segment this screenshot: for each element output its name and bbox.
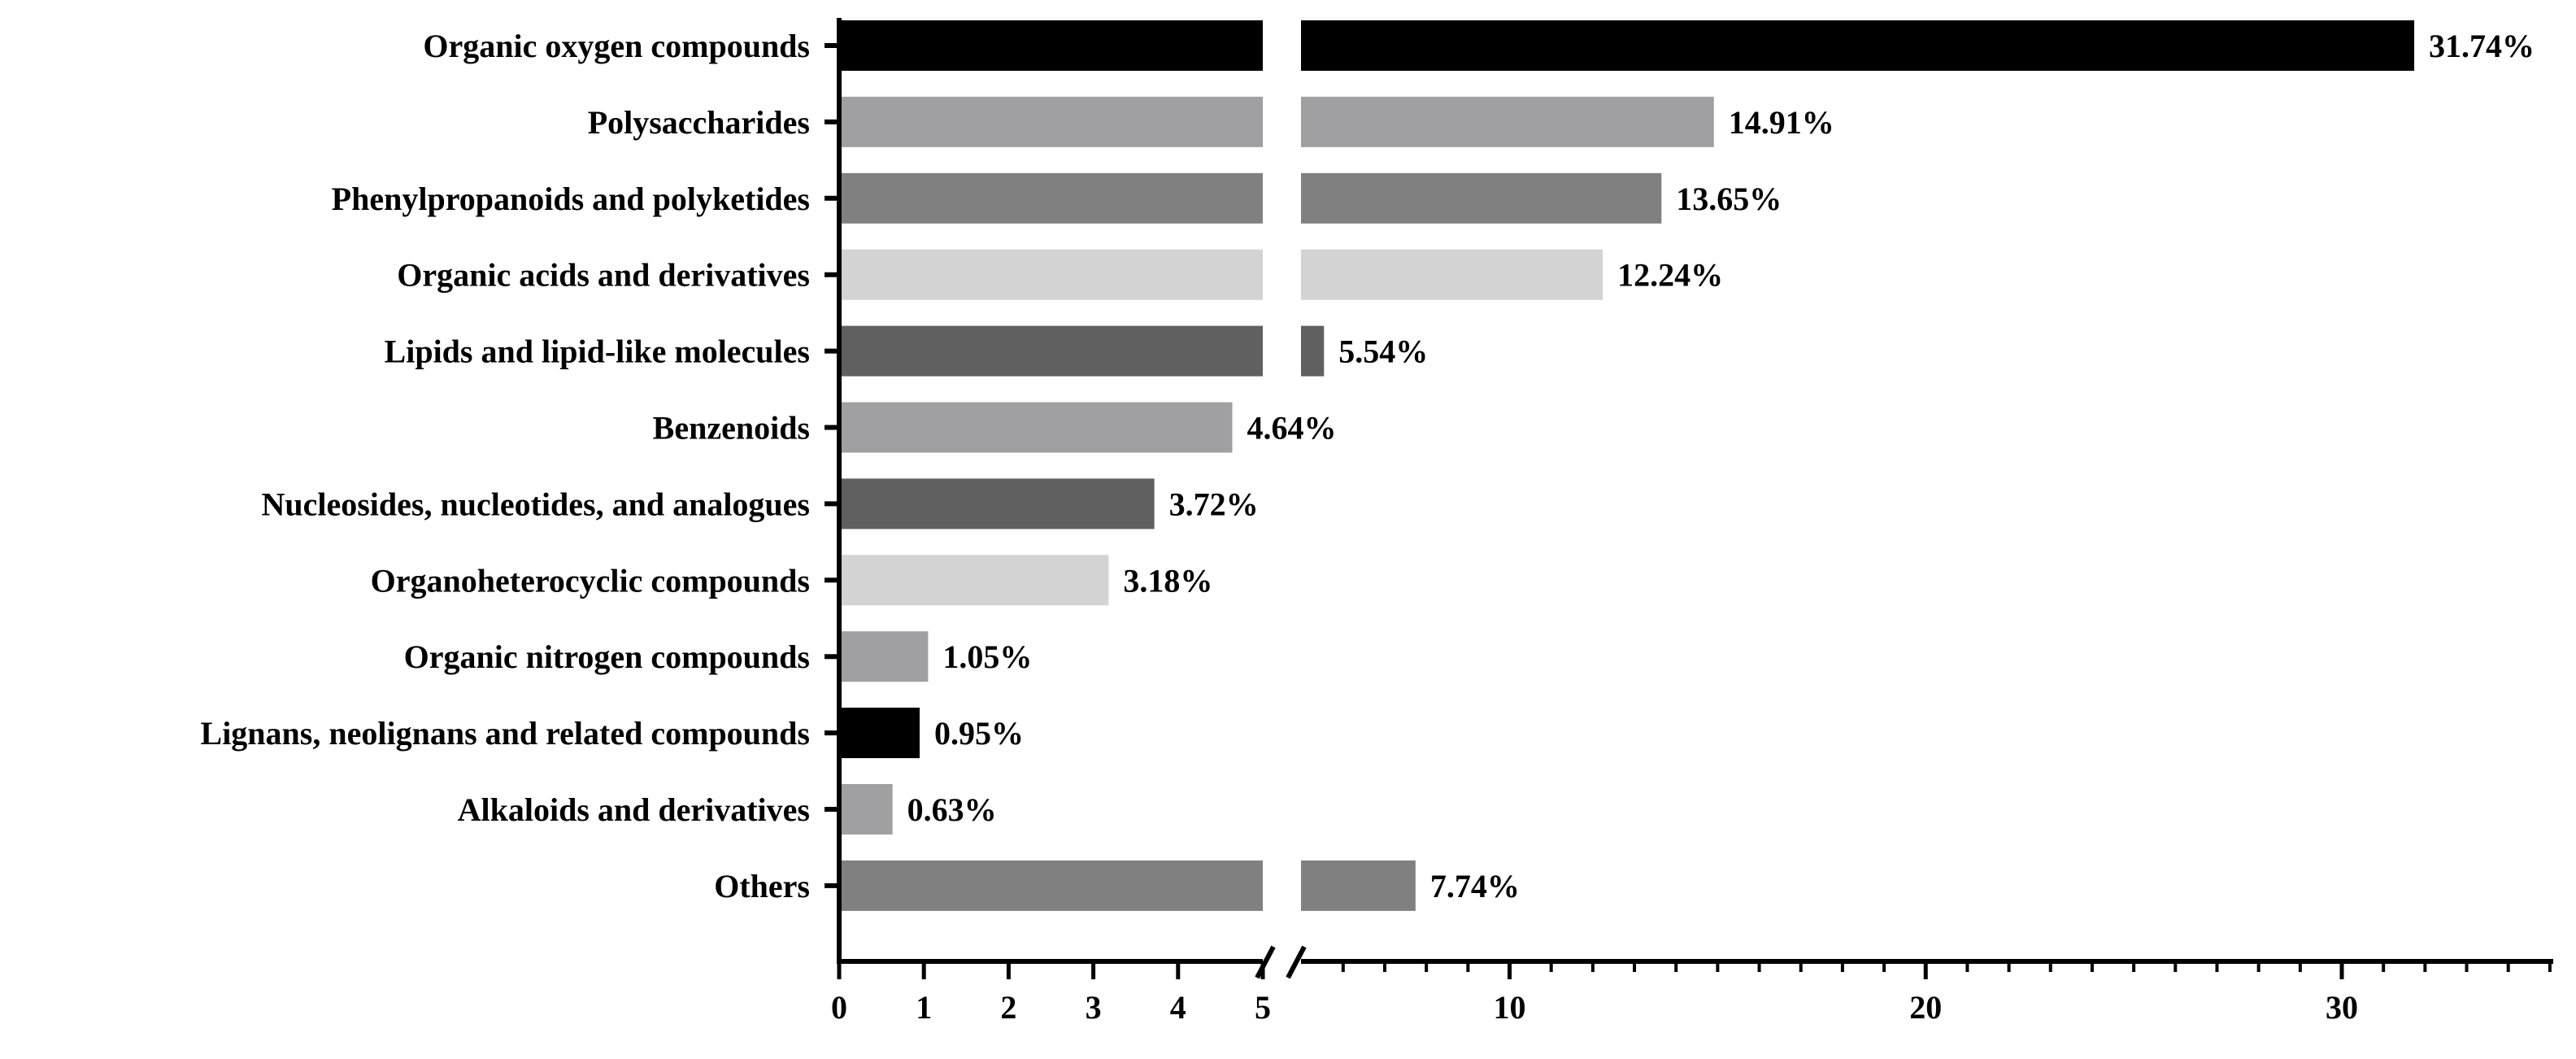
value-label: 1.05% (942, 638, 1032, 675)
x-tick-label: 3 (1086, 989, 1102, 1026)
x-tick-label: 30 (2326, 989, 2358, 1026)
bar-organic-nitrogen-compounds (839, 631, 929, 682)
bar-phenylpropanoids-and-polyketides (1301, 172, 1662, 224)
bar-organic-acids-and-derivatives (1301, 249, 1603, 300)
value-label: 4.64% (1247, 410, 1336, 447)
bar-phenylpropanoids-and-polyketides-left-segment (839, 172, 1263, 224)
category-label: Organic nitrogen compounds (404, 638, 810, 675)
value-label: 0.63% (907, 791, 997, 828)
axes-group: 0 1 2 3 4 5 10 20 30 (825, 18, 2553, 1026)
bar-organic-oxygen-compounds-left-segment (839, 20, 1263, 71)
category-label: Alkaloids and derivatives (458, 791, 810, 828)
value-label: 14.91% (1729, 104, 1834, 141)
value-label: 31.74% (2429, 28, 2535, 64)
value-label: 3.18% (1123, 562, 1212, 599)
x-tick-label: 10 (1494, 989, 1526, 1026)
value-label: 0.95% (934, 715, 1024, 752)
category-label: Organoheterocyclic compounds (371, 562, 810, 599)
bar-organoheterocyclic-compounds (839, 555, 1109, 606)
bar-lignans-neolignans-and-related-compounds (839, 708, 920, 759)
axis-break-mark (1255, 945, 1276, 979)
value-label: 7.74% (1430, 868, 1520, 904)
bar-others-left-segment (839, 860, 1263, 911)
bar-others (1301, 860, 1416, 911)
bar-polysaccharides (1301, 96, 1714, 147)
bars-group (839, 20, 2415, 911)
bar-polysaccharides-left-segment (839, 96, 1263, 147)
bar-nucleosides-nucleotides-and-analogues (839, 478, 1155, 530)
category-label: Benzenoids (653, 410, 810, 447)
value-label: 5.54% (1338, 333, 1428, 370)
bar-alkaloids-and-derivatives (839, 784, 893, 835)
category-label: Organic oxygen compounds (423, 28, 810, 64)
category-label: Others (714, 868, 810, 904)
bar-lipids-and-lipid-like-molecules (1301, 325, 1325, 377)
category-label: Organic acids and derivatives (397, 257, 810, 294)
category-label: Nucleosides, nucleotides, and analogues (261, 486, 810, 522)
axis-break-mark (1286, 945, 1307, 979)
labels-group: Organic oxygen compounds 31.74% Polysaccha… (201, 28, 2535, 904)
category-label: Phenylpropanoids and polyketides (332, 181, 810, 217)
category-label: Lipids and lipid-like molecules (385, 333, 810, 370)
x-tick-label: 20 (1909, 989, 1942, 1026)
value-label: 3.72% (1169, 486, 1259, 522)
x-tick-label: 0 (831, 989, 847, 1026)
category-label: Lignans, neolignans and related compound… (201, 715, 810, 752)
bar-benzenoids (839, 402, 1233, 453)
bar-organic-acids-and-derivatives-left-segment (839, 249, 1263, 300)
x-tick-label: 4 (1170, 989, 1186, 1026)
x-tick-label: 2 (1000, 989, 1016, 1026)
value-label: 12.24% (1617, 257, 1723, 294)
category-label: Polysaccharides (588, 104, 810, 141)
value-label: 13.65% (1676, 181, 1782, 217)
x-tick-label: 1 (916, 989, 932, 1026)
bar-organic-oxygen-compounds (1301, 20, 2415, 71)
x-tick-label: 5 (1255, 989, 1271, 1026)
bar-lipids-and-lipid-like-molecules-left-segment (839, 325, 1263, 377)
